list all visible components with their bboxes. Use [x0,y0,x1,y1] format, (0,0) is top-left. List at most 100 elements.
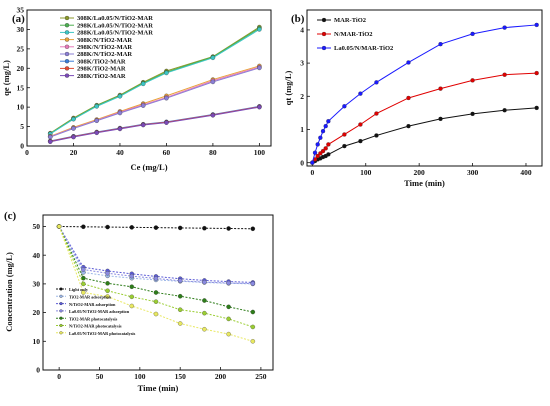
y-tick-label: 0 [36,366,40,375]
legend-label: 288K/TiO2-MAR [77,73,126,80]
data-point [326,119,331,124]
data-point [250,226,256,232]
legend-label: La0.05/N/TiO2-MAR photocatalysis [69,331,136,336]
data-point [470,111,475,117]
data-point [202,225,207,231]
x-axis-title: Time (min) [138,383,179,393]
y-tick-label: 25 [17,44,25,53]
data-point [164,120,169,125]
x-tick-label: 0 [25,148,29,157]
series-c-2 [56,224,256,285]
legend-swatch-marker [64,73,70,78]
data-point [177,225,183,231]
data-point [250,339,256,344]
data-point [358,91,363,96]
data-point [81,224,86,230]
data-point [226,331,231,337]
data-point [257,27,262,32]
data-point [438,116,443,122]
x-tick-label: 0 [57,372,61,381]
data-point [406,95,411,101]
data-point [117,94,123,99]
data-point [81,290,86,295]
data-point [502,25,507,30]
legend-label: N/MAR-TiO2 [334,31,373,38]
legend-swatch-marker [64,37,70,42]
x-tick-label: 40 [116,148,124,157]
data-point [320,148,326,154]
data-point [47,134,53,140]
legend-label: 298K/N/TiO2-MAR [77,44,132,51]
data-point [250,281,256,286]
plot-frame [42,214,274,371]
y-tick-label: 15 [17,83,25,92]
y-tick-label: 0 [20,142,24,151]
data-point [129,225,135,230]
chart-panel-b: 0 100 200 300 400 0 1 2 3 4 Time (min) qt (mg/L) (b)… [283,9,543,188]
y-tick-label: 40 [33,251,41,260]
data-point [105,224,110,230]
legend-swatch-marker [321,45,327,51]
data-point [250,309,256,315]
data-point [315,142,320,147]
data-point [326,152,331,157]
data-point [226,316,231,322]
data-point [502,108,507,113]
legend-label: MAR-TiO2 [334,17,366,24]
data-point [105,294,110,299]
legend-label: 308K/N/TiO2-MAR [77,37,132,44]
y-tick-label: 10 [33,337,41,346]
data-point [56,224,62,229]
data-point [210,79,216,85]
series-line [50,106,260,143]
data-point [202,326,207,332]
data-point [105,288,110,294]
y-tick-label: 50 [33,222,41,231]
legend-swatch-marker [321,17,327,23]
data-point [226,280,231,286]
data-point [358,138,363,144]
data-point [140,103,146,108]
series-a-8 [47,104,262,144]
legend-label: 308K/La0.05/N/TiO2-MAR [77,15,153,22]
legend-label: TiO2-MAR adsorption [69,295,112,300]
data-point [342,104,347,109]
data-point [470,31,475,37]
data-point [342,132,347,137]
data-point [94,118,99,123]
data-point [202,310,207,316]
legend-swatch-marker [59,316,63,320]
data-point [153,225,159,230]
legend-label: 308K/TiO2-MAR [77,58,126,65]
data-point [210,113,216,118]
x-axis-title: Time (min) [404,178,445,188]
data-point [250,324,256,330]
y-tick-label: 1 [300,125,304,134]
y-tick-label: 0 [300,158,304,167]
legend-swatch-marker [59,302,63,306]
data-point [534,22,539,28]
series-line [58,226,253,283]
legend-swatch-marker [59,309,63,313]
plot-frame [26,9,272,147]
data-point [140,81,146,87]
data-point [129,284,135,290]
data-point [153,299,159,304]
legend-swatch-marker [64,30,70,35]
legend-label: N/TiO2-MAR photocatalysis [69,324,122,329]
x-tick-label: 200 [215,372,227,381]
data-point [164,95,169,101]
series-line [50,67,260,138]
y-tick-label: 10 [17,103,25,112]
data-point [117,126,123,132]
data-point [210,55,216,61]
legend-label: 288K/La0.05/N/TiO2-MAR [77,30,153,37]
y-tick-label: 20 [33,308,41,317]
x-tick-label: 20 [70,148,78,157]
series-b-1 [310,70,539,165]
legend-label: 298K/TiO2-MAR [77,66,126,73]
legend-swatch-marker [321,31,327,37]
series-line [49,29,260,135]
data-point [177,307,183,312]
